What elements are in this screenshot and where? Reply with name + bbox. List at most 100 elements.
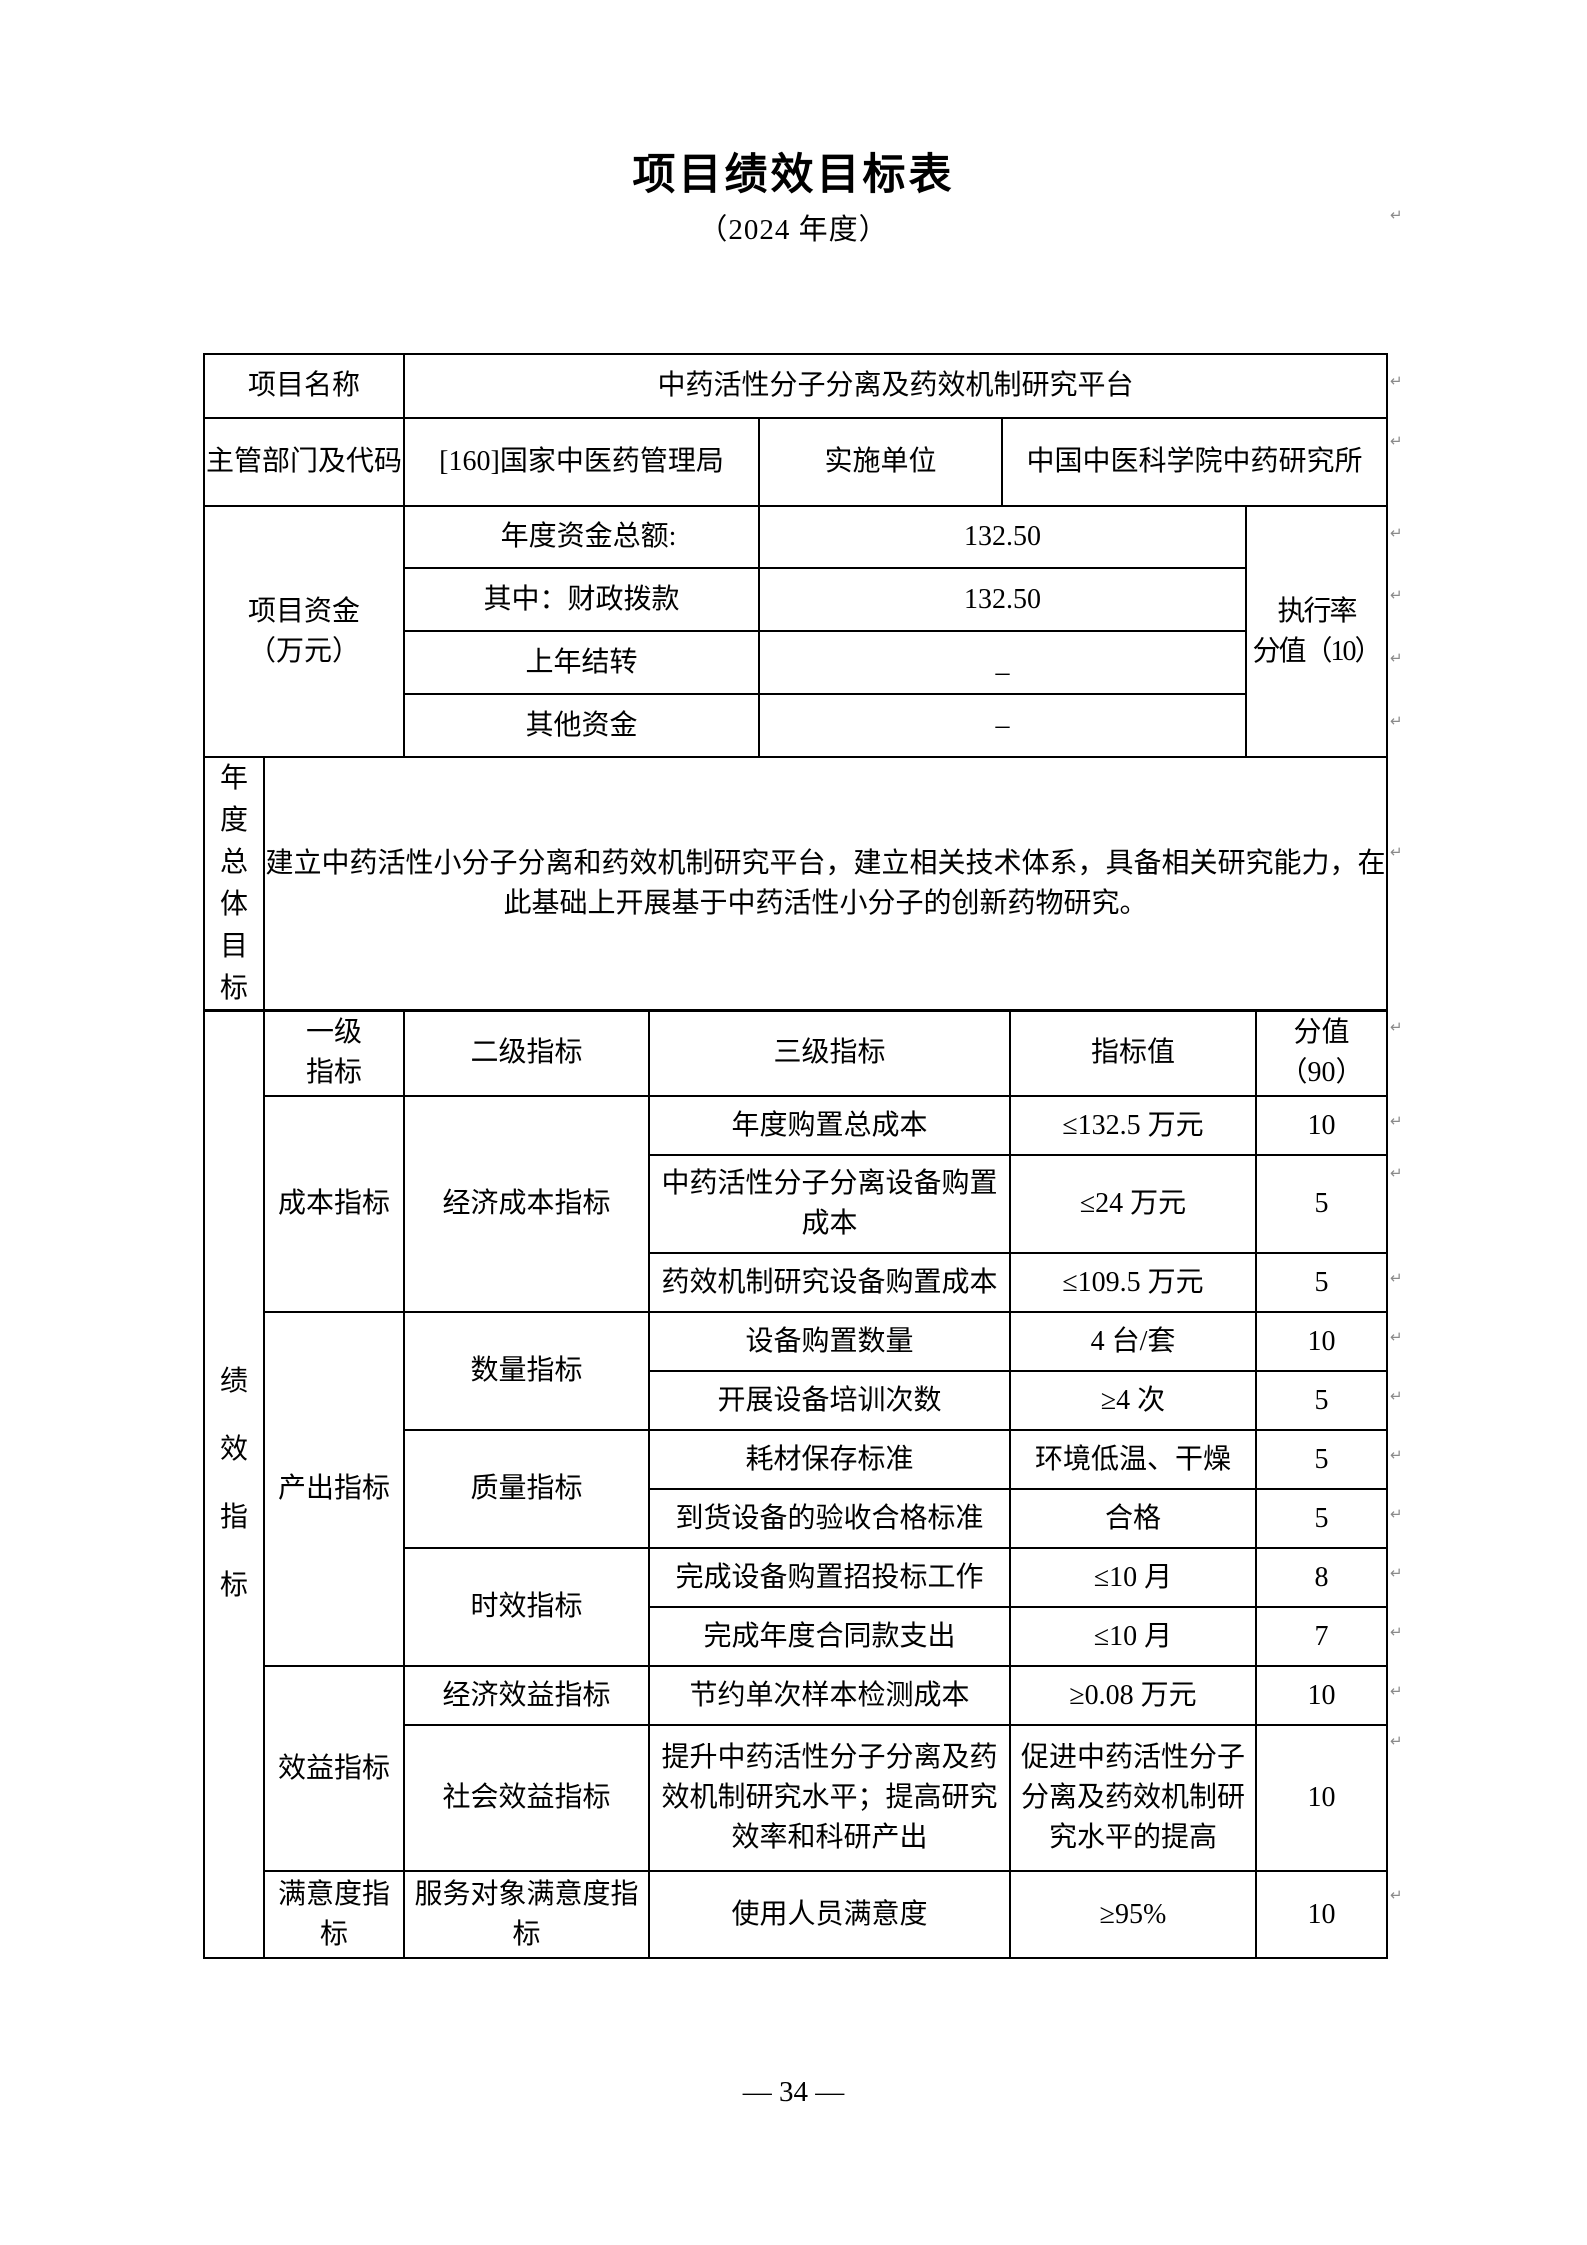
level2-service-satisfaction: 服务对象满意度指标: [403, 1870, 650, 1959]
table-row: 项目名称 中药活性分子分离及药效机制研究平台: [203, 353, 1389, 419]
level3-indicator: 药效机制研究设备购置成本: [648, 1252, 1011, 1313]
level2-quantity: 数量指标: [403, 1311, 650, 1431]
funding-other-label: 其他资金: [403, 693, 760, 758]
project-info-table: 项目名称 中药活性分子分离及药效机制研究平台 主管部门及代码 [160]国家中医…: [203, 353, 1389, 507]
return-mark-icon: ↵: [1390, 1886, 1403, 1904]
table-row: 时效指标 完成设备购置招投标工作 ≤10 月 8: [204, 1547, 1388, 1667]
level2-economic-benefit: 经济效益指标: [403, 1665, 650, 1726]
exec-rate-line1: 执行率: [1277, 595, 1357, 627]
indicator-score: 10: [1255, 1724, 1388, 1872]
header-score-line2: （90）: [1279, 1057, 1364, 1088]
table-row: 上年结转 –: [204, 630, 1387, 695]
indicator-value: 促进中药活性分子分离及药效机制研究水平的提高: [1009, 1724, 1257, 1872]
indicator-value: ≤10 月: [1009, 1547, 1257, 1608]
table-row: 到货设备的验收合格标准 合格 5: [204, 1488, 1388, 1549]
funding-section-label: 项目资金 （万元）: [203, 505, 405, 758]
table-row: 其中：财政拨款 132.50: [204, 567, 1387, 632]
level3-indicator: 完成设备购置招投标工作: [648, 1547, 1011, 1608]
return-mark-icon: ↵: [1390, 1682, 1403, 1700]
return-mark-icon: ↵: [1390, 843, 1403, 861]
return-mark-icon: ↵: [1390, 1269, 1403, 1287]
indicators-table: 绩效指标 一级指标 二级指标 三级指标 指标值 分值 （90） 成本指标 经济成…: [203, 1009, 1388, 1959]
header-value: 指标值: [1009, 1009, 1257, 1097]
level2-social-benefit: 社会效益指标: [403, 1724, 650, 1872]
indicators-header-row: 绩效指标 一级指标 二级指标 三级指标 指标值 分值 （90）: [203, 1009, 1388, 1959]
return-mark-icon: ↵: [1390, 586, 1403, 604]
indicators-section-label: 绩效指标: [203, 1009, 265, 1959]
level3-indicator: 年度购置总成本: [648, 1095, 1011, 1156]
return-mark-icon: ↵: [1390, 432, 1403, 450]
level3-indicator: 开展设备培训次数: [648, 1370, 1011, 1431]
table-row: 社会效益指标 提升中药活性分子分离及药效机制研究水平；提高研究效率和科研产出 促…: [204, 1724, 1388, 1872]
header-level3: 三级指标: [648, 1009, 1011, 1097]
level1-satisfaction: 满意度指标: [263, 1870, 405, 1959]
project-name-value: 中药活性分子分离及药效机制研究平台: [402, 353, 1389, 419]
table-row: 完成年度合同款支出 ≤10 月 7: [204, 1606, 1388, 1667]
level3-indicator: 设备购置数量: [648, 1311, 1011, 1372]
page-subtitle: （2024 年度）: [698, 214, 889, 246]
funding-other-value: –: [758, 693, 1247, 758]
return-mark-icon: ↵: [1390, 1387, 1403, 1405]
header-level1-text: 一级指标: [305, 1017, 362, 1088]
table-row: 项目资金 （万元） 年度资金总额: 132.50 执行率 分值（10）: [203, 505, 1388, 758]
indicator-value: ≤10 月: [1009, 1606, 1257, 1667]
funding-fiscal-value: 132.50: [758, 567, 1247, 632]
annual-goal-label: 年度总体目标: [203, 756, 265, 1012]
level2-timeliness: 时效指标: [403, 1547, 650, 1667]
return-mark-icon: ↵: [1390, 1623, 1403, 1641]
funding-total-value: 132.50: [758, 505, 1247, 569]
return-mark-icon: ↵: [1390, 1018, 1403, 1036]
funding-section-line1: 项目资金: [247, 595, 360, 627]
level2-quality: 质量指标: [403, 1429, 650, 1549]
annual-goal-label-text: 年度总体目标: [219, 763, 248, 1004]
annual-goal-text: 建立中药活性小分子分离和药效机制研究平台，建立相关技术体系，具备相关研究能力，在…: [263, 756, 1388, 1012]
funding-fiscal-label: 其中：财政拨款: [403, 567, 760, 632]
indicator-value: ≥95%: [1009, 1870, 1257, 1959]
page-number: — 34 —: [742, 2076, 845, 2108]
indicator-score: 8: [1255, 1547, 1388, 1608]
level2-economic-cost: 经济成本指标: [403, 1095, 650, 1313]
project-name-label: 项目名称: [203, 353, 405, 419]
indicator-score: 10: [1255, 1665, 1388, 1726]
indicator-score: 10: [1255, 1311, 1388, 1372]
return-mark-icon: ↵: [1390, 712, 1403, 730]
table-row: 成本指标 经济成本指标 年度购置总成本 ≤132.5 万元 10: [204, 1095, 1388, 1313]
indicator-score: 5: [1255, 1429, 1388, 1490]
indicator-value: ≤109.5 万元: [1009, 1252, 1257, 1313]
annual-goal-table: 年度总体目标 建立中药活性小分子分离和药效机制研究平台，建立相关技术体系，具备相…: [203, 756, 1388, 1012]
level1-benefit: 效益指标: [263, 1665, 405, 1872]
header-level1: 一级指标: [263, 1009, 405, 1097]
impl-unit-label: 实施单位: [758, 417, 1003, 507]
table-row: 质量指标 耗材保存标准 环境低温、干燥 5: [204, 1429, 1388, 1549]
level3-indicator: 完成年度合同款支出: [648, 1606, 1011, 1667]
table-row: 满意度指标 服务对象满意度指标 使用人员满意度 ≥95% 10: [204, 1870, 1388, 1959]
level3-indicator: 耗材保存标准: [648, 1429, 1011, 1490]
return-mark-icon: ↵: [1390, 1112, 1403, 1130]
indicator-value: ≤24 万元: [1009, 1154, 1257, 1254]
dept-value: [160]国家中医药管理局: [403, 417, 760, 507]
indicator-score: 5: [1255, 1252, 1388, 1313]
indicator-value: ≥4 次: [1009, 1370, 1257, 1431]
return-mark-icon: ↵: [1390, 649, 1403, 667]
return-mark-icon: ↵: [1390, 1328, 1403, 1346]
indicator-score: 5: [1255, 1488, 1388, 1549]
level3-indicator: 中药活性分子分离设备购置成本: [648, 1154, 1011, 1254]
indicators-section-label-text: 绩效指标: [219, 1366, 248, 1601]
level3-indicator: 节约单次样本检测成本: [648, 1665, 1011, 1726]
header-level2: 二级指标: [403, 1009, 650, 1097]
level1-cost: 成本指标: [263, 1095, 405, 1313]
indicator-score: 7: [1255, 1606, 1388, 1667]
indicator-score: 10: [1255, 1870, 1388, 1959]
indicator-value: ≥0.08 万元: [1009, 1665, 1257, 1726]
indicator-value: ≤132.5 万元: [1009, 1095, 1257, 1156]
return-mark-icon: ↵: [1390, 372, 1403, 390]
dept-label: 主管部门及代码: [203, 417, 405, 507]
indicator-score: 5: [1255, 1154, 1388, 1254]
return-mark-icon: ↵: [1390, 1505, 1403, 1523]
return-mark-icon: ↵: [1390, 1564, 1403, 1582]
header-level3-text: 三级指标: [773, 1037, 886, 1068]
indicator-value: 合格: [1009, 1488, 1257, 1549]
page-title: 项目绩效目标表: [632, 151, 955, 199]
funding-table: 项目资金 （万元） 年度资金总额: 132.50 执行率 分值（10） 其中：财政…: [203, 505, 1388, 758]
funding-total-label: 年度资金总额:: [403, 505, 760, 569]
